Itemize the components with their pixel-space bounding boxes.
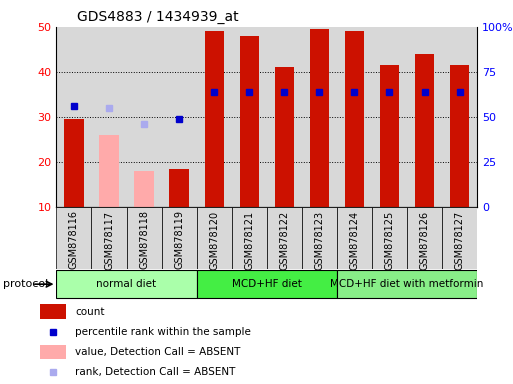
Text: protocol: protocol	[3, 279, 48, 289]
Bar	[415, 54, 434, 207]
Text: GSM878121: GSM878121	[244, 210, 254, 270]
Bar	[267, 27, 302, 207]
Bar	[100, 135, 119, 207]
Bar	[337, 207, 372, 269]
Text: GSM878125: GSM878125	[384, 210, 394, 270]
Bar	[407, 27, 442, 207]
Bar	[337, 270, 477, 298]
Bar	[196, 207, 232, 269]
Bar	[91, 27, 127, 207]
Bar	[380, 65, 399, 207]
Text: percentile rank within the sample: percentile rank within the sample	[75, 327, 251, 337]
Bar	[196, 270, 337, 298]
Text: GSM878123: GSM878123	[314, 210, 324, 270]
Bar	[407, 207, 442, 269]
Bar	[56, 27, 91, 207]
Bar	[40, 305, 67, 319]
Text: GSM878118: GSM878118	[139, 210, 149, 270]
Bar	[162, 27, 196, 207]
Text: count: count	[75, 306, 105, 317]
Bar	[56, 270, 196, 298]
Bar	[134, 171, 154, 207]
Bar	[169, 169, 189, 207]
Text: GSM878120: GSM878120	[209, 210, 219, 270]
Bar	[442, 27, 477, 207]
Bar	[372, 207, 407, 269]
Text: GSM878124: GSM878124	[349, 210, 360, 270]
Bar	[64, 119, 84, 207]
Bar	[127, 207, 162, 269]
Text: rank, Detection Call = ABSENT: rank, Detection Call = ABSENT	[75, 367, 236, 377]
Bar	[372, 27, 407, 207]
Text: GSM878122: GSM878122	[279, 210, 289, 270]
Text: MCD+HF diet with metformin: MCD+HF diet with metformin	[330, 279, 484, 289]
Bar	[274, 68, 294, 207]
Bar	[40, 345, 67, 359]
Text: GSM878116: GSM878116	[69, 210, 79, 270]
Text: GSM878119: GSM878119	[174, 210, 184, 270]
Bar	[267, 207, 302, 269]
Bar	[196, 27, 232, 207]
Bar	[56, 207, 91, 269]
Bar	[240, 36, 259, 207]
Bar	[345, 31, 364, 207]
Bar	[302, 207, 337, 269]
Bar	[310, 29, 329, 207]
Bar	[162, 207, 196, 269]
Text: GDS4883 / 1434939_at: GDS4883 / 1434939_at	[77, 10, 239, 25]
Text: value, Detection Call = ABSENT: value, Detection Call = ABSENT	[75, 347, 241, 357]
Bar	[442, 207, 477, 269]
Bar	[302, 27, 337, 207]
Text: normal diet: normal diet	[96, 279, 156, 289]
Text: GSM878117: GSM878117	[104, 210, 114, 270]
Bar	[232, 27, 267, 207]
Text: GSM878127: GSM878127	[455, 210, 465, 270]
Text: GSM878126: GSM878126	[420, 210, 429, 270]
Text: MCD+HF diet: MCD+HF diet	[232, 279, 302, 289]
Bar	[205, 31, 224, 207]
Bar	[337, 27, 372, 207]
Bar	[127, 27, 162, 207]
Bar	[91, 207, 127, 269]
Bar	[450, 65, 469, 207]
Bar	[232, 207, 267, 269]
